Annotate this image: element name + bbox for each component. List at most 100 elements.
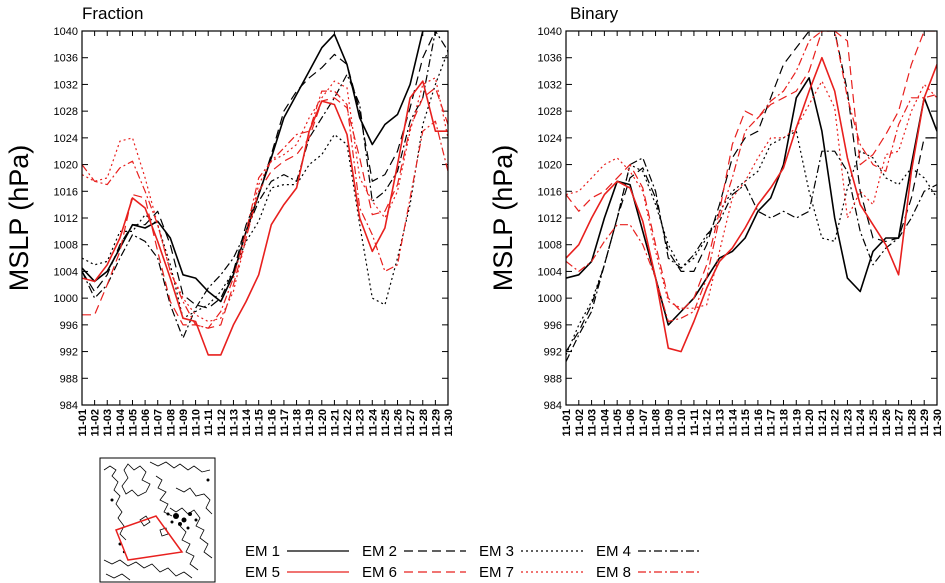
legend-label: EM 8 bbox=[596, 564, 631, 581]
x-tick-label: 11-21 bbox=[329, 409, 341, 437]
legend-entry-em-5: EM 5 bbox=[245, 564, 349, 581]
x-tick-label: 11-07 bbox=[153, 409, 165, 437]
x-tick-label: 11-22 bbox=[342, 409, 354, 437]
x-tick-label: 11-02 bbox=[90, 409, 102, 437]
legend-label: EM 3 bbox=[479, 543, 514, 560]
legend-entry-em-8: EM 8 bbox=[596, 564, 700, 581]
legend-entry-em-7: EM 7 bbox=[479, 564, 583, 581]
x-tick-label: 11-13 bbox=[715, 409, 727, 437]
chart-title-fraction: Fraction bbox=[82, 4, 143, 23]
x-tick-label: 11-12 bbox=[702, 409, 714, 437]
x-tick-label: 11-29 bbox=[430, 409, 442, 437]
series-line-em-7 bbox=[82, 77, 448, 323]
x-tick-label: 11-02 bbox=[574, 409, 586, 437]
legend-label: EM 5 bbox=[245, 564, 280, 581]
series-line-em-6 bbox=[82, 87, 448, 329]
series-line-em-2 bbox=[566, 31, 937, 352]
y-tick-label: 988 bbox=[60, 373, 78, 385]
x-tick-label: 11-25 bbox=[380, 409, 392, 437]
chart-panel-binary: Binary MSLP (hPa) 984 988 992 996 1000 1004 1008… bbox=[488, 4, 944, 437]
legend-entry-em-4: EM 4 bbox=[596, 543, 700, 560]
x-tick-label: 11-28 bbox=[418, 409, 430, 437]
x-tick-label: 11-07 bbox=[638, 409, 650, 437]
legend-entry-em-2: EM 2 bbox=[362, 543, 466, 560]
x-tick-label: 11-01 bbox=[77, 409, 89, 437]
legend-entry-em-3: EM 3 bbox=[479, 543, 583, 560]
y-axis-label-binary: MSLP (hPa) bbox=[488, 145, 518, 292]
chart-title-binary: Binary bbox=[570, 4, 619, 23]
y-tick-label: 1032 bbox=[54, 79, 78, 91]
x-tick-label: 11-27 bbox=[894, 409, 906, 437]
x-tick-label: 11-20 bbox=[317, 409, 329, 437]
arctic-region-map-icon bbox=[99, 457, 216, 583]
series-line-em-1 bbox=[566, 77, 937, 326]
x-tick-label: 11-20 bbox=[804, 409, 816, 437]
series-line-em-2 bbox=[82, 31, 448, 309]
x-tick-label: 11-05 bbox=[612, 409, 624, 437]
series-line-em-8 bbox=[566, 31, 937, 323]
y-tick-label: 1000 bbox=[54, 293, 78, 305]
x-tick-label: 11-24 bbox=[855, 408, 867, 436]
x-tick-label: 11-28 bbox=[906, 409, 918, 437]
y-tick-label: 1040 bbox=[54, 26, 78, 38]
y-tick-label: 1016 bbox=[54, 186, 78, 198]
series-line-em-7 bbox=[566, 80, 937, 309]
legend-entry-em-6: EM 6 bbox=[362, 564, 466, 581]
y-tick-label: 1024 bbox=[538, 133, 562, 145]
y-tick-label: 1016 bbox=[538, 186, 562, 198]
y-tick-label: 1012 bbox=[538, 213, 562, 225]
x-tick-label: 11-19 bbox=[304, 409, 316, 437]
y-tick-label: 988 bbox=[544, 373, 562, 385]
inset-map-islands bbox=[110, 478, 210, 554]
y-tick-label: 1008 bbox=[538, 240, 562, 252]
x-tick-label: 11-03 bbox=[102, 409, 114, 437]
x-tick-label: 11-25 bbox=[868, 409, 880, 437]
y-tick-label: 984 bbox=[544, 400, 562, 412]
y-tick-label: 1004 bbox=[54, 266, 78, 278]
y-tick-label: 1012 bbox=[54, 213, 78, 225]
legend-label: EM 2 bbox=[362, 543, 397, 560]
x-tick-label: 11-23 bbox=[842, 409, 854, 437]
x-tick-label: 11-16 bbox=[753, 409, 765, 437]
x-tick-label: 11-06 bbox=[140, 409, 152, 437]
y-tick-label: 992 bbox=[544, 347, 562, 359]
x-tick-label: 11-18 bbox=[292, 409, 304, 437]
series-line-em-6 bbox=[566, 31, 937, 313]
legend-label: EM 4 bbox=[596, 543, 631, 560]
y-tick-label: 1020 bbox=[538, 160, 562, 172]
series-group-fraction bbox=[82, 31, 448, 356]
series-line-em-1 bbox=[82, 31, 448, 303]
series-line-em-4 bbox=[566, 150, 937, 362]
y-tick-label: 1028 bbox=[538, 106, 562, 118]
x-tick-label: 11-04 bbox=[599, 408, 611, 436]
y-tick-label: 1004 bbox=[538, 266, 562, 278]
x-tick-label: 11-24 bbox=[367, 408, 379, 436]
x-tick-label: 11-15 bbox=[254, 409, 266, 437]
x-tick-label: 11-30 bbox=[443, 409, 455, 437]
y-tick-label: 1020 bbox=[54, 160, 78, 172]
x-tick-label: 11-05 bbox=[127, 409, 139, 437]
legend-label: EM 1 bbox=[245, 543, 280, 560]
x-tick-label: 11-08 bbox=[165, 409, 177, 437]
x-tick-label: 11-11 bbox=[203, 409, 215, 436]
y-tick-label: 984 bbox=[60, 400, 78, 412]
x-tick-label: 11-01 bbox=[561, 409, 573, 437]
x-tick-label: 11-22 bbox=[830, 409, 842, 437]
y-tick-label: 992 bbox=[60, 347, 78, 359]
y-tick-label: 1024 bbox=[54, 133, 78, 145]
x-tick-label: 11-21 bbox=[817, 409, 829, 437]
series-line-em-8 bbox=[82, 90, 448, 329]
chart-panel-fraction: Fraction MSLP (hPa) 984 988 992 996 1000 1004 10… bbox=[4, 4, 455, 437]
x-tick-label: 11-17 bbox=[279, 409, 291, 437]
x-tick-label: 11-10 bbox=[676, 409, 688, 437]
y-tick-label: 1040 bbox=[538, 26, 562, 38]
legend-entry-em-1: EM 1 bbox=[245, 543, 349, 560]
series-line-em-3 bbox=[566, 130, 937, 356]
x-tick-label: 11-12 bbox=[216, 409, 228, 437]
y-tick-label: 996 bbox=[60, 320, 78, 332]
series-line-em-5 bbox=[566, 56, 937, 353]
plot-frame-binary bbox=[565, 30, 938, 406]
series-line-em-3 bbox=[82, 50, 448, 319]
y-axis-label-fraction: MSLP (hPa) bbox=[4, 145, 34, 292]
x-tick-label: 11-15 bbox=[740, 409, 752, 437]
